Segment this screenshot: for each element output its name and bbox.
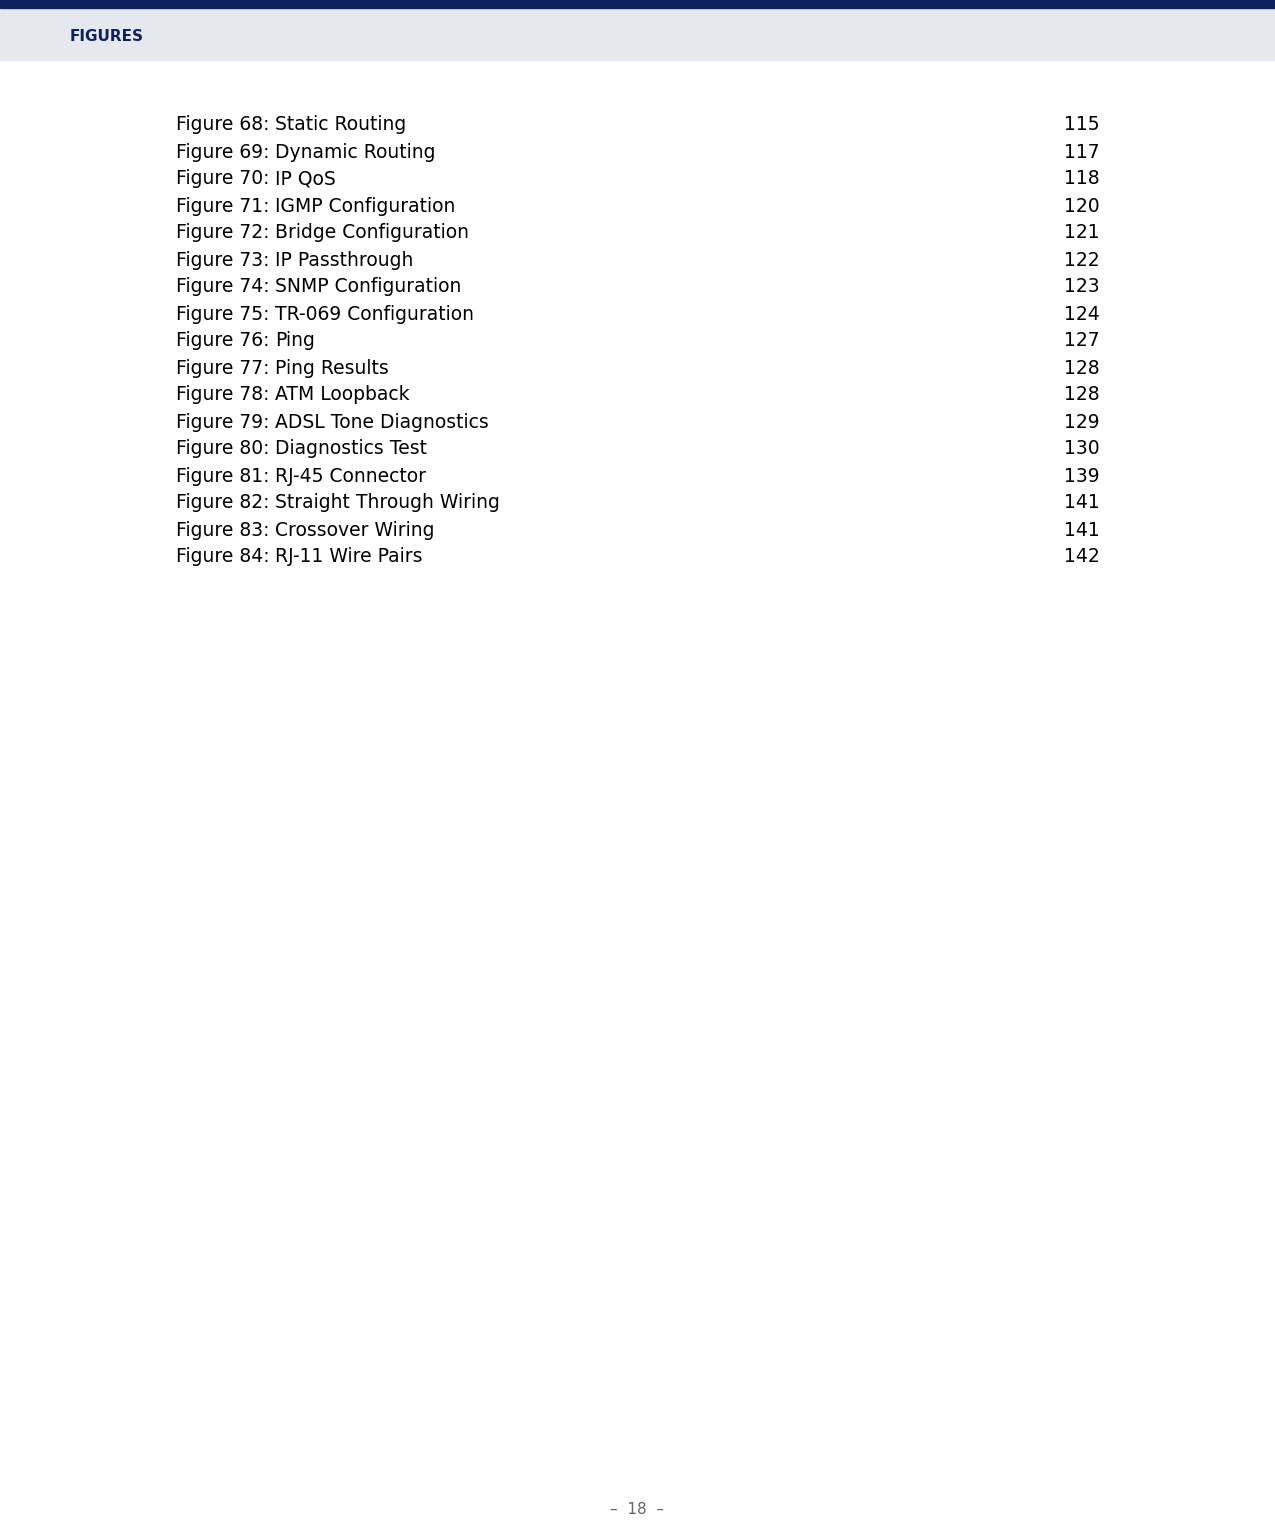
Text: Ping: Ping xyxy=(275,331,315,351)
Text: 141: 141 xyxy=(1065,493,1100,513)
Text: 124: 124 xyxy=(1065,305,1100,323)
Text: 120: 120 xyxy=(1065,196,1100,216)
Text: Dynamic Routing: Dynamic Routing xyxy=(275,142,436,161)
Text: 139: 139 xyxy=(1065,467,1100,486)
Text: RJ-45 Connector: RJ-45 Connector xyxy=(275,467,426,486)
Text: SNMP Configuration: SNMP Configuration xyxy=(275,277,462,297)
Text: 141: 141 xyxy=(1065,521,1100,539)
Text: Crossover Wiring: Crossover Wiring xyxy=(275,521,435,539)
Text: ADSL Tone Diagnostics: ADSL Tone Diagnostics xyxy=(275,412,488,432)
Bar xyxy=(0,0,1275,8)
Text: 122: 122 xyxy=(1065,251,1100,270)
Text: Figure 74:: Figure 74: xyxy=(176,277,269,297)
Text: 117: 117 xyxy=(1065,142,1100,161)
Text: Diagnostics Test: Diagnostics Test xyxy=(275,440,427,458)
Text: 142: 142 xyxy=(1065,547,1100,567)
Text: 128: 128 xyxy=(1065,358,1100,377)
Text: IP Passthrough: IP Passthrough xyxy=(275,251,413,270)
Text: Straight Through Wiring: Straight Through Wiring xyxy=(275,493,500,513)
Text: Bridge Configuration: Bridge Configuration xyxy=(275,224,469,242)
Text: IP QoS: IP QoS xyxy=(275,170,335,188)
Text: Figure 78:: Figure 78: xyxy=(176,386,269,404)
Text: ATM Loopback: ATM Loopback xyxy=(275,386,409,404)
Text: Figure 79:: Figure 79: xyxy=(176,412,269,432)
Text: Figure 77:: Figure 77: xyxy=(176,358,269,377)
Text: FIGURES: FIGURES xyxy=(70,29,144,44)
Text: Figure 68:: Figure 68: xyxy=(176,115,269,135)
Text: Figure 69:: Figure 69: xyxy=(176,142,269,161)
Text: IGMP Configuration: IGMP Configuration xyxy=(275,196,455,216)
Text: RJ-11 Wire Pairs: RJ-11 Wire Pairs xyxy=(275,547,422,567)
Text: Figure 84:: Figure 84: xyxy=(176,547,269,567)
Text: 129: 129 xyxy=(1065,412,1100,432)
Text: 123: 123 xyxy=(1065,277,1100,297)
Text: 127: 127 xyxy=(1065,331,1100,351)
Text: 115: 115 xyxy=(1065,115,1100,135)
Text: Figure 75:: Figure 75: xyxy=(176,305,269,323)
Text: Figure 81:: Figure 81: xyxy=(176,467,269,486)
Text: 121: 121 xyxy=(1065,224,1100,242)
Text: Figure 71:: Figure 71: xyxy=(176,196,269,216)
Text: Figure 73:: Figure 73: xyxy=(176,251,269,270)
Text: 118: 118 xyxy=(1065,170,1100,188)
Text: TR-069 Configuration: TR-069 Configuration xyxy=(275,305,474,323)
Text: Static Routing: Static Routing xyxy=(275,115,407,135)
Text: Figure 70:: Figure 70: xyxy=(176,170,269,188)
Text: Figure 76:: Figure 76: xyxy=(176,331,269,351)
Bar xyxy=(0,8,1275,60)
Text: Ping Results: Ping Results xyxy=(275,358,389,377)
Text: –  18  –: – 18 – xyxy=(611,1503,664,1518)
Text: Figure 72:: Figure 72: xyxy=(176,224,269,242)
Text: 128: 128 xyxy=(1065,386,1100,404)
Text: Figure 83:: Figure 83: xyxy=(176,521,269,539)
Text: 130: 130 xyxy=(1065,440,1100,458)
Text: Figure 80:: Figure 80: xyxy=(176,440,269,458)
Text: Figure 82:: Figure 82: xyxy=(176,493,269,513)
